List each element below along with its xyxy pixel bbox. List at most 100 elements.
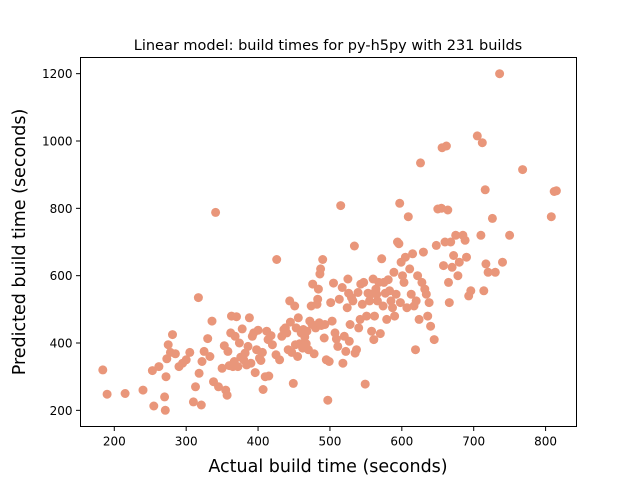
data-point [234, 338, 244, 348]
data-point [345, 320, 355, 329]
y-tick-label: 800 [50, 202, 73, 216]
data-point [275, 355, 285, 365]
data-point [293, 352, 303, 361]
data-point [160, 392, 170, 402]
data-point [333, 341, 343, 351]
data-point [282, 328, 292, 338]
axis-ticks: 200 300 400 500 600 700 800 200 400 600 800 1000 120… [42, 67, 557, 448]
data-point [359, 277, 369, 287]
data-point [447, 262, 457, 272]
data-point [323, 395, 333, 405]
data-point [423, 311, 433, 321]
data-point [253, 325, 263, 335]
data-point [320, 320, 330, 329]
data-point [230, 331, 240, 341]
data-point [490, 267, 500, 277]
data-point [365, 296, 374, 306]
data-point [390, 311, 400, 321]
data-point [421, 289, 431, 299]
data-point [256, 356, 266, 365]
data-point [319, 333, 329, 343]
data-point [377, 254, 387, 264]
data-point [479, 286, 489, 296]
data-point [313, 284, 323, 294]
data-point [237, 324, 247, 334]
data-point [337, 283, 347, 292]
data-point [431, 240, 441, 250]
data-point [344, 336, 354, 346]
data-point [483, 267, 493, 277]
data-point [413, 271, 423, 281]
x-tick-label: 400 [247, 435, 270, 449]
data-point [120, 389, 130, 398]
data-point [391, 289, 401, 299]
data-point [326, 298, 336, 308]
data-point [302, 326, 312, 336]
data-point [338, 358, 348, 368]
data-point [498, 257, 507, 267]
data-point [329, 278, 338, 288]
data-point [480, 185, 490, 195]
data-point [495, 69, 505, 79]
y-tick-label: 1200 [42, 67, 73, 81]
data-point [395, 298, 405, 308]
data-point [293, 313, 303, 323]
x-tick-label: 200 [103, 435, 126, 449]
data-point [185, 347, 195, 357]
data-point [487, 213, 497, 223]
data-point [207, 316, 217, 326]
data-point [378, 301, 388, 311]
data-point [444, 277, 453, 287]
data-point [181, 355, 191, 365]
y-tick-label: 200 [50, 404, 73, 418]
data-point [102, 389, 112, 399]
data-point [424, 298, 434, 308]
data-point [389, 267, 399, 277]
data-point [246, 358, 256, 368]
data-point [188, 397, 198, 407]
data-point [408, 249, 418, 259]
data-point [168, 330, 177, 340]
data-point [285, 317, 295, 327]
data-point [406, 289, 416, 299]
data-point [362, 311, 372, 321]
data-point [411, 345, 420, 355]
data-point [161, 372, 171, 382]
data-point [353, 288, 363, 297]
data-point [267, 340, 277, 350]
data-point [367, 326, 377, 336]
data-point [352, 345, 361, 355]
data-point [243, 341, 253, 351]
data-point [399, 277, 409, 287]
data-point [354, 323, 364, 333]
data-point [318, 255, 328, 264]
data-point [343, 274, 353, 284]
y-axis-label: Predicted build time (seconds) [10, 109, 30, 376]
y-tick-label: 600 [50, 269, 73, 283]
chart-title: Linear model: build times for py-h5py wi… [134, 38, 523, 54]
data-point [98, 365, 108, 375]
data-point [232, 312, 241, 322]
data-point [349, 241, 359, 251]
data-point [331, 334, 341, 344]
data-point [163, 340, 173, 350]
data-point [369, 335, 379, 345]
plot-frame [80, 57, 577, 427]
data-point [257, 347, 267, 357]
data-point [266, 331, 276, 341]
data-point [272, 255, 282, 264]
data-point [313, 294, 323, 304]
data-point [222, 390, 232, 400]
data-point [348, 296, 358, 306]
data-point [258, 385, 268, 394]
data-point [551, 186, 561, 196]
data-point [444, 298, 454, 308]
data-point [394, 239, 404, 249]
data-point [316, 264, 326, 274]
data-point [370, 311, 379, 321]
data-point [360, 379, 370, 389]
x-tick-label: 600 [390, 435, 413, 449]
data-point [429, 335, 439, 345]
data-point [336, 201, 346, 211]
